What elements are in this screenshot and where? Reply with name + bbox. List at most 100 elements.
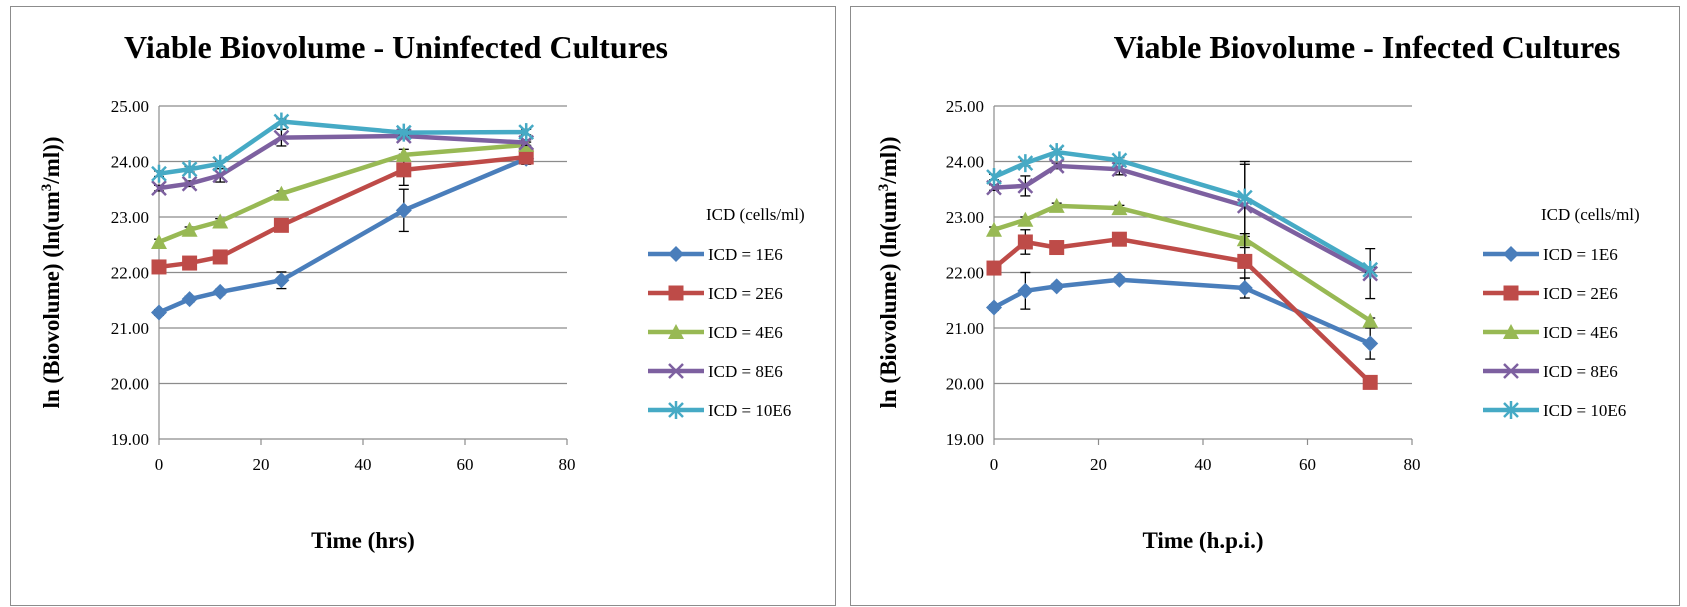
legend-label: ICD = 8E6 [1543,362,1618,381]
data-point [212,213,229,229]
y-axis-label: ln (Biovolume) (ln(um3/ml)) [39,137,64,409]
data-point [518,149,534,165]
y-axis-label-main: ln (Biovolume) (ln(um [876,191,901,408]
series-1 [986,271,1379,360]
data-point [1111,200,1128,216]
series-line [992,277,1372,346]
data-point [1017,211,1034,227]
x-tick-label: 40 [355,455,372,474]
legend-title: ICD (cells/ml) [706,205,805,224]
data-point [395,123,412,142]
legend-item: ICD = 10E6 [1483,401,1626,420]
series-3 [986,197,1379,328]
data-point [1017,282,1034,299]
legend-swatch-marker [668,246,684,262]
chart-infected: Viable Biovolume - Infected Cultures 19.0… [876,29,1640,553]
series-2 [151,149,534,275]
legend-item: ICD = 4E6 [648,323,783,342]
data-point [273,129,290,146]
series-line [158,133,527,191]
legend-swatch-marker [1503,363,1519,379]
x-tick-label: 20 [253,455,270,474]
data-point [1111,151,1128,170]
data-point [1017,154,1034,173]
data-point [151,233,167,249]
series-line [993,203,1372,323]
chart-title: Viable Biovolume - Uninfected Cultures [124,29,668,65]
data-point [986,168,1002,187]
x-tick-label: 0 [155,455,164,474]
y-tick-label: 19.00 [946,430,984,449]
legend-swatch-marker [1503,285,1519,301]
data-point [151,259,167,275]
legend-label: ICD = 1E6 [708,245,783,264]
legend-label: ICD = 10E6 [708,401,791,420]
legend-swatch-marker [1503,246,1519,262]
data-point [1111,231,1127,247]
series-5 [986,143,1379,279]
legend-label: ICD = 2E6 [708,284,783,303]
series-3 [151,136,535,249]
y-tick-label: 25.00 [946,97,984,116]
x-tick-label: 60 [457,455,474,474]
data-point [151,180,167,197]
y-axis-label-main: ln (Biovolume) (ln(um [39,191,64,408]
legend-swatch-marker [1503,401,1519,419]
legend-label: ICD = 10E6 [1543,401,1626,420]
data-point [273,185,290,201]
legend-title: ICD (cells/ml) [1541,205,1640,224]
legend-item: ICD = 2E6 [648,284,783,303]
legend-item: ICD = 8E6 [648,362,783,381]
data-point [273,112,290,131]
y-axis-label-end: /ml)) [876,137,901,185]
data-point [273,272,290,289]
x-axis-label: Time (hrs) [311,528,415,553]
data-point [518,123,535,142]
x-tick-label: 80 [1404,455,1421,474]
series-line [993,149,1372,272]
data-point [212,154,229,173]
legend-item: ICD = 8E6 [1483,362,1618,381]
data-point [986,221,1002,237]
data-point [181,221,198,237]
data-point [1048,197,1065,213]
data-point [212,249,228,265]
y-tick-label: 24.00 [946,153,984,172]
x-tick-label: 20 [1090,455,1107,474]
y-tick-label: 25.00 [111,97,149,116]
data-point [181,291,198,308]
y-tick-label: 24.00 [111,153,149,172]
data-point [1017,234,1033,250]
data-point [181,160,198,179]
y-tick-label: 20.00 [111,375,149,394]
data-point [182,255,198,271]
y-tick-label: 23.00 [946,208,984,227]
data-point [151,164,167,183]
x-tick-label: 80 [559,455,576,474]
data-point [151,304,167,321]
x-tick-label: 40 [1195,455,1212,474]
legend-item: ICD = 1E6 [1483,245,1618,264]
y-tick-label: 20.00 [946,375,984,394]
y-tick-label: 22.00 [111,264,149,283]
legend-label: ICD = 8E6 [708,362,783,381]
y-axis-label-sup: 3 [39,184,55,192]
data-point [1236,188,1253,207]
legend: ICD (cells/ml) ICD = 1E6 ICD = 2E6 ICD = 4E… [1483,205,1640,420]
data-point [986,260,1002,276]
data-point [1111,271,1128,288]
data-point [273,217,289,233]
data-point [395,202,412,219]
data-point [986,299,1002,316]
series-line [992,236,1372,385]
legend-label: ICD = 1E6 [1543,245,1618,264]
legend-swatch-marker [668,401,684,419]
legend-item: ICD = 2E6 [1483,284,1618,303]
data-point [1048,278,1065,295]
data-point [1237,253,1253,269]
y-tick-label: 21.00 [946,319,984,338]
legend: ICD (cells/ml) ICD = 1E6 ICD = 2E6 ICD = 4E… [648,205,805,420]
chart-title: Viable Biovolume - Infected Cultures [1114,29,1621,65]
x-tick-label: 0 [990,455,999,474]
data-point [181,175,198,192]
